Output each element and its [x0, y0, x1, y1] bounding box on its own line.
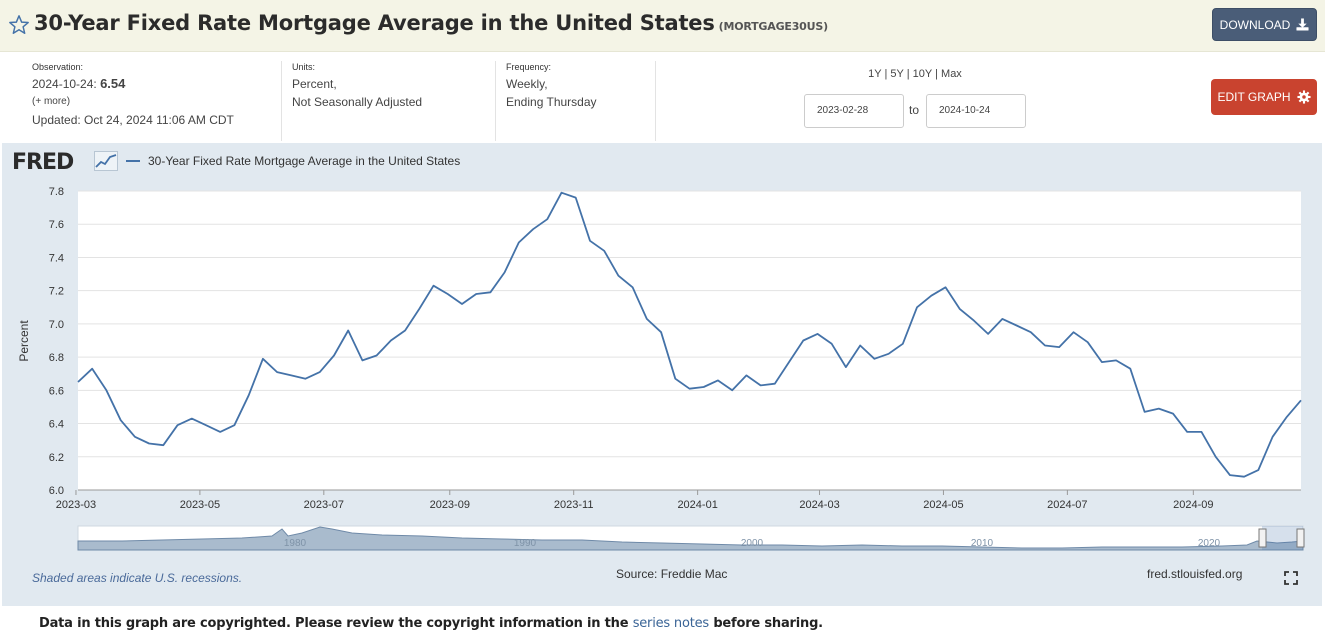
range-sep: | — [935, 68, 938, 80]
navigator-history-area — [77, 526, 1304, 551]
fred-logo-chart-icon — [94, 151, 118, 171]
site-url[interactable]: fred.stlouisfed.org — [1147, 567, 1243, 581]
observation-value: 6.54 — [100, 76, 126, 91]
observation-line: 2024-10-24: 6.54 — [32, 75, 234, 93]
frequency-block: Frequency: Weekly, Ending Thursday — [506, 61, 597, 111]
end-date-input[interactable]: 2024-10-24 — [926, 94, 1026, 128]
x-tick-label: 2024-07 — [1047, 499, 1087, 511]
download-icon — [1296, 18, 1309, 31]
copyright-notice: Data in this graph are copyrighted. Plea… — [39, 616, 823, 631]
y-tick-label: 7.0 — [49, 319, 64, 331]
series-line[interactable] — [77, 191, 1302, 478]
x-tick-label: 2023-03 — [56, 499, 96, 511]
range-sep: | — [884, 68, 888, 80]
y-tick-label: 6.4 — [49, 419, 64, 431]
observation-block: Observation: 2024-10-24: 6.54 (+ more) U… — [32, 61, 234, 129]
recession-note: Shaded areas indicate U.S. recessions. — [32, 571, 243, 585]
edit-graph-button[interactable]: EDIT GRAPH — [1211, 79, 1317, 115]
range-10y[interactable]: 10Y — [912, 68, 933, 80]
source-text: Source: Freddie Mac — [616, 567, 728, 581]
divider — [655, 61, 656, 141]
divider — [495, 61, 496, 141]
title-bar: 30-Year Fixed Rate Mortgage Average in t… — [0, 0, 1325, 52]
star-icon[interactable] — [8, 14, 30, 36]
x-tick-label: 2023-07 — [304, 499, 344, 511]
navigator-right-handle[interactable] — [1296, 528, 1305, 548]
range-5y[interactable]: 5Y — [890, 68, 904, 80]
x-tick-label: 2023-09 — [430, 499, 470, 511]
y-tick-label: 7.2 — [49, 286, 64, 298]
navigator-year-label: 2010 — [971, 538, 994, 549]
gear-icon — [1297, 90, 1311, 104]
x-tick-label: 2023-05 — [180, 499, 220, 511]
x-tick-label: 2023-11 — [554, 499, 594, 511]
frequency-line2: Ending Thursday — [506, 95, 597, 109]
observation-date: 2024-10-24: — [32, 77, 97, 91]
range-1y[interactable]: 1Y — [868, 68, 882, 80]
page-title: 30-Year Fixed Rate Mortgage Average in t… — [34, 11, 828, 35]
observation-label: Observation: — [32, 62, 84, 72]
line-chart[interactable]: 6.0 6.2 6.4 6.6 6.8 7.0 7.2 7.4 7.6 7.8 2023-03 20… — [2, 143, 1322, 606]
edit-graph-label: EDIT GRAPH — [1217, 90, 1291, 104]
legend-swatch — [126, 160, 140, 162]
plot-area — [78, 191, 1301, 490]
series-title: 30-Year Fixed Rate Mortgage Average in t… — [34, 11, 715, 35]
copyright-post: before sharing. — [713, 616, 823, 631]
x-tick-label: 2024-09 — [1173, 499, 1213, 511]
y-axis-label: Percent — [17, 320, 31, 362]
frequency-label: Frequency: — [506, 62, 552, 72]
chart-legend: 30-Year Fixed Rate Mortgage Average in t… — [126, 154, 460, 168]
y-tick-label: 6.0 — [49, 485, 64, 497]
download-label: DOWNLOAD — [1219, 17, 1291, 32]
navigator-selection[interactable] — [1262, 526, 1303, 550]
more-link[interactable]: (+ more) — [32, 96, 71, 107]
download-button[interactable]: DOWNLOAD — [1212, 8, 1317, 41]
units-line1: Percent, — [292, 77, 337, 91]
series-id: (MORTGAGE30US) — [718, 20, 828, 33]
graph-panel: FRED 30-Year Fixed Rate Mortgage Average… — [2, 143, 1322, 606]
units-block: Units: Percent, Not Seasonally Adjusted — [292, 61, 422, 111]
y-tick-label: 7.4 — [49, 252, 64, 264]
navigator-left-handle[interactable] — [1258, 528, 1267, 548]
range-sep: | — [906, 68, 910, 80]
fred-logo: FRED — [12, 150, 74, 175]
to-label: to — [909, 103, 920, 117]
legend-label: 30-Year Fixed Rate Mortgage Average in t… — [148, 154, 461, 168]
units-label: Units: — [292, 62, 316, 72]
range-shortcuts: 1Y | 5Y | 10Y | Max — [850, 68, 980, 80]
y-tick-label: 7.8 — [49, 186, 64, 198]
fullscreen-icon[interactable] — [1284, 571, 1298, 585]
start-date-input[interactable]: 2023-02-28 — [804, 94, 904, 128]
navigator-year-label: 2000 — [741, 538, 764, 549]
x-tick-label: 2024-01 — [677, 499, 717, 511]
copyright-pre: Data in this graph are copyrighted. Plea… — [39, 616, 629, 631]
x-tick-label: 2024-05 — [923, 499, 963, 511]
series-notes-link[interactable]: series notes — [632, 616, 709, 631]
frequency-line1: Weekly, — [506, 77, 548, 91]
updated-text: Updated: Oct 24, 2024 11:06 AM CDT — [32, 113, 234, 127]
range-max[interactable]: Max — [941, 68, 962, 80]
navigator-year-label: 1980 — [284, 538, 307, 549]
navigator-year-label: 1990 — [514, 538, 537, 549]
x-tick-label: 2024-03 — [799, 499, 839, 511]
y-tick-label: 7.6 — [49, 219, 64, 231]
y-tick-label: 6.8 — [49, 352, 64, 364]
units-line2: Not Seasonally Adjusted — [292, 95, 423, 109]
navigator-year-label: 2020 — [1198, 538, 1221, 549]
divider — [281, 61, 282, 141]
y-tick-label: 6.2 — [49, 452, 64, 464]
y-tick-label: 6.6 — [49, 385, 64, 397]
